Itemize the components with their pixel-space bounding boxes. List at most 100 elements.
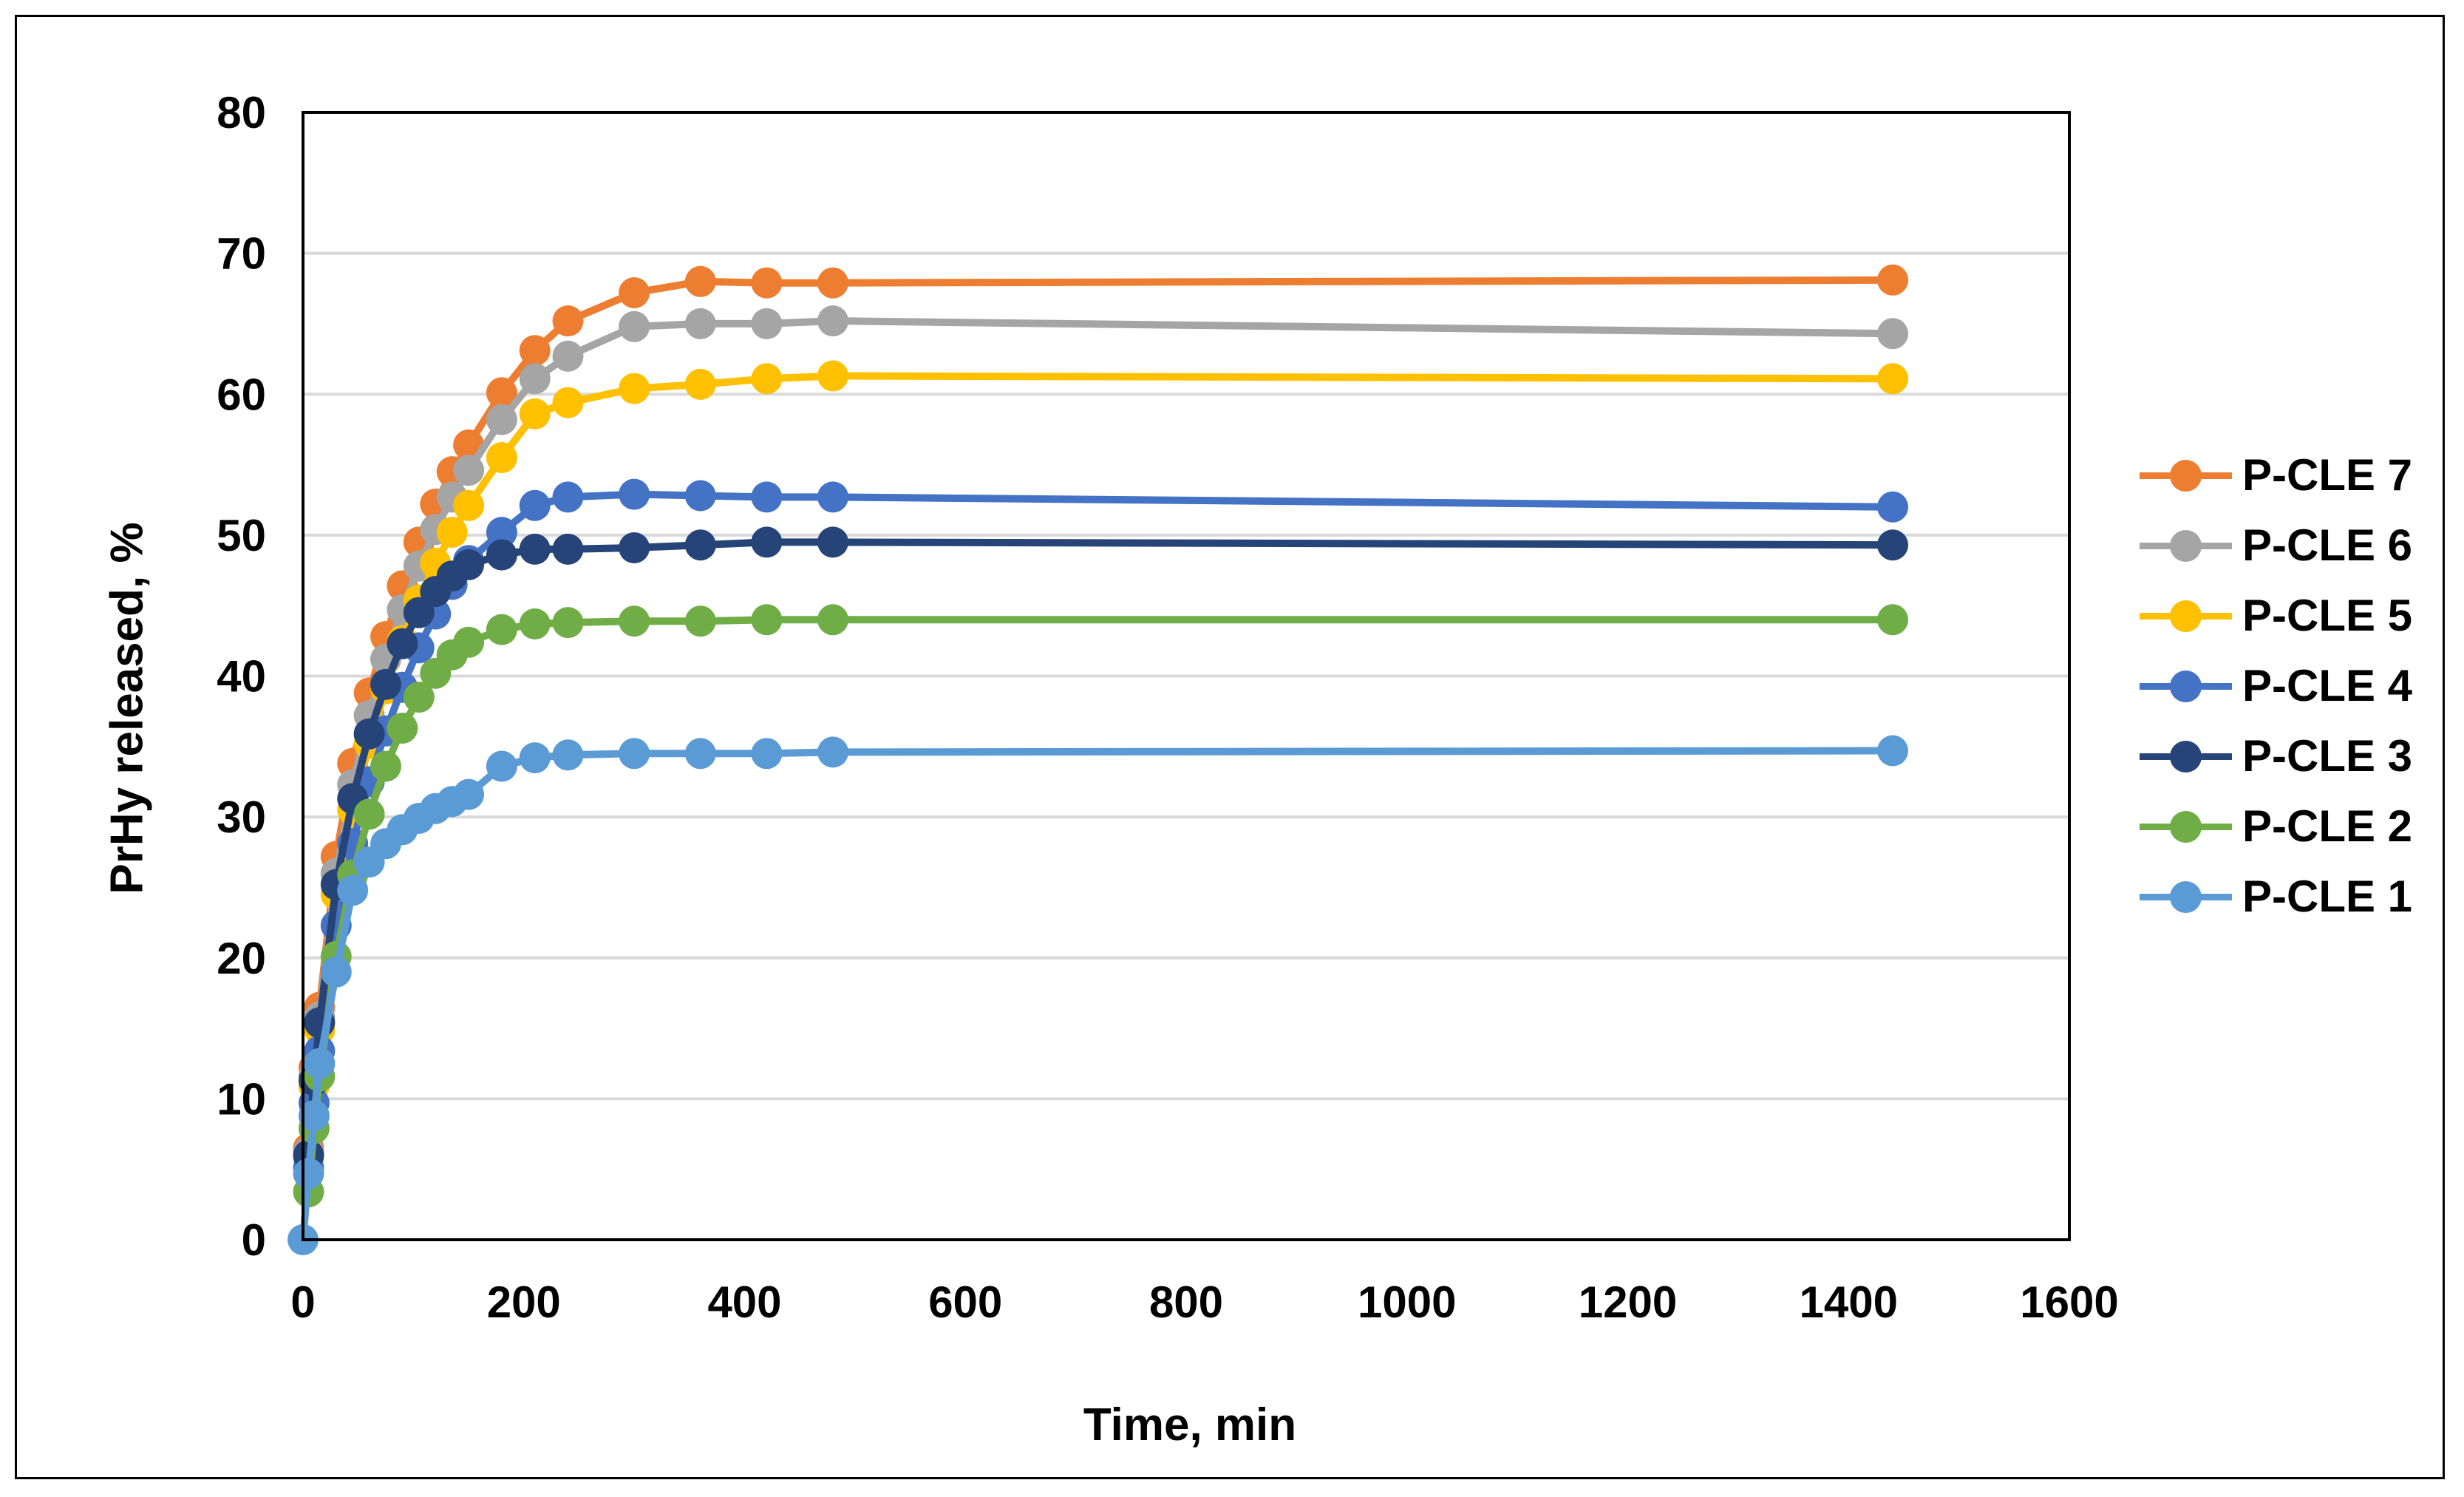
legend-label: P-CLE 5 — [2242, 591, 2413, 640]
data-point-marker — [684, 308, 716, 339]
data-point-marker — [552, 533, 584, 565]
data-point-marker — [751, 481, 783, 513]
data-point-marker — [1877, 491, 1908, 523]
data-point-marker — [751, 738, 783, 770]
legend-marker-icon — [2140, 529, 2232, 562]
data-point-marker — [619, 532, 650, 563]
legend-label: P-CLE 1 — [2242, 872, 2413, 921]
data-point-marker — [519, 335, 551, 367]
legend-dot — [2170, 600, 2202, 632]
y-tick-label-10: 10 — [217, 1074, 266, 1124]
legend-label: P-CLE 2 — [2242, 801, 2413, 851]
data-point-marker — [403, 597, 435, 628]
data-point-marker — [619, 738, 650, 770]
x-tick-label-1400: 1400 — [1800, 1277, 1898, 1327]
x-axis-tick-labels: 0 200 400 600 800 1000 1200 1400 1600 — [290, 1277, 2118, 1327]
x-tick-label-1000: 1000 — [1358, 1277, 1456, 1327]
legend-item-p-cle-3: P-CLE 3 — [2140, 721, 2412, 791]
series-layer — [287, 264, 1908, 1255]
x-tick-label-800: 800 — [1149, 1277, 1223, 1327]
y-tick-label-50: 50 — [217, 511, 266, 560]
legend-marker-icon — [2140, 670, 2232, 702]
legend-item-p-cle-5: P-CLE 5 — [2140, 580, 2412, 651]
data-point-marker — [751, 363, 783, 395]
series-line — [304, 490, 1896, 1172]
data-point-marker — [1877, 604, 1908, 636]
data-point-marker — [387, 628, 418, 659]
legend-dot — [2170, 670, 2202, 702]
data-point-marker — [320, 956, 352, 988]
data-point-marker — [619, 605, 650, 637]
y-tick-label-20: 20 — [217, 934, 266, 983]
x-tick-label-1200: 1200 — [1579, 1277, 1677, 1327]
legend-dot — [2170, 810, 2202, 843]
data-point-marker — [684, 368, 716, 400]
data-point-marker — [486, 750, 517, 782]
data-point-marker — [1877, 735, 1908, 767]
data-point-marker — [453, 489, 485, 521]
data-point-marker — [486, 614, 517, 645]
y-tick-label-0: 0 — [242, 1215, 266, 1265]
legend-dot — [2170, 880, 2202, 913]
data-point-marker — [453, 549, 485, 580]
data-point-marker — [817, 305, 848, 337]
y-tick-label-30: 30 — [217, 792, 266, 842]
data-point-marker — [403, 682, 435, 713]
data-point-marker — [519, 398, 551, 430]
data-point-marker — [486, 377, 517, 409]
data-point-marker — [1877, 318, 1908, 350]
data-point-marker — [751, 604, 783, 636]
data-point-marker — [1877, 264, 1908, 296]
legend-marker-icon — [2140, 810, 2232, 843]
data-point-marker — [684, 265, 716, 297]
data-point-marker — [684, 480, 716, 512]
y-axis-tick-labels: 0 10 20 30 40 50 60 70 80 — [217, 88, 266, 1265]
plot-border — [302, 111, 2071, 1241]
series-line — [299, 747, 1896, 1243]
data-point-marker — [817, 267, 848, 299]
data-point-marker — [1877, 529, 1908, 561]
legend-label: P-CLE 7 — [2242, 450, 2413, 500]
x-axis-title: Time, min — [1083, 1399, 1297, 1450]
legend-label: P-CLE 4 — [2242, 661, 2413, 710]
data-point-marker — [387, 713, 418, 744]
data-point-marker — [353, 718, 385, 750]
data-point-marker — [552, 387, 584, 418]
plot-area-border — [302, 111, 2071, 1241]
series-line — [304, 317, 1896, 1156]
legend-marker-icon — [2140, 880, 2232, 913]
data-point-marker — [453, 778, 485, 810]
y-tick-label-80: 80 — [217, 88, 266, 138]
y-tick-label-70: 70 — [217, 229, 266, 279]
data-point-marker — [519, 533, 551, 565]
data-point-marker — [552, 340, 584, 372]
x-tick-label-200: 200 — [487, 1277, 561, 1327]
x-tick-label-0: 0 — [290, 1277, 315, 1327]
data-point-marker — [751, 526, 783, 558]
legend-dot — [2170, 740, 2202, 773]
data-point-marker — [486, 539, 517, 571]
data-point-marker — [1877, 363, 1908, 395]
series-line — [304, 616, 1896, 1196]
data-point-marker — [552, 607, 584, 639]
series-p-cle-6 — [293, 305, 1908, 1168]
data-point-marker — [552, 739, 584, 771]
data-point-marker — [684, 529, 716, 561]
data-point-marker — [751, 308, 783, 339]
data-point-marker — [519, 363, 551, 395]
x-tick-label-600: 600 — [928, 1277, 1002, 1327]
data-point-marker — [298, 1100, 330, 1132]
data-point-marker — [619, 478, 650, 510]
data-point-marker — [486, 404, 517, 435]
legend-item-p-cle-7: P-CLE 7 — [2140, 440, 2412, 510]
legend-marker-icon — [2140, 740, 2232, 773]
legend-item-p-cle-4: P-CLE 4 — [2140, 651, 2412, 721]
data-point-marker — [519, 489, 551, 521]
legend-label: P-CLE 6 — [2242, 520, 2413, 570]
data-point-marker — [337, 875, 369, 906]
data-point-marker — [436, 517, 468, 549]
data-point-marker — [453, 626, 485, 658]
data-point-marker — [684, 738, 716, 770]
series-p-cle-4 — [293, 478, 1908, 1184]
